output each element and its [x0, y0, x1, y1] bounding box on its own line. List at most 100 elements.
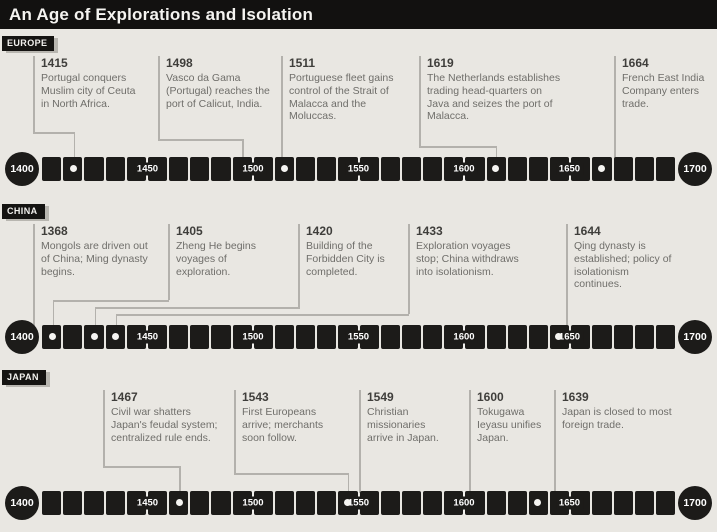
timeline-segment: [211, 157, 231, 181]
event-year: 1433: [416, 224, 443, 238]
start-year-circle: 1400: [5, 320, 39, 354]
event-year: 1467: [111, 390, 138, 404]
connector-line: [52, 300, 170, 302]
timeline-segment: [169, 325, 189, 349]
event-1639: 1639 Japan is closed to most foreign trad…: [554, 390, 682, 432]
event-1498: 1498 Vasco da Gama (Portugal) reaches the…: [158, 56, 270, 110]
event-dot-1415: [70, 165, 78, 172]
event-year: 1549: [367, 390, 394, 404]
timeline-segment: [274, 325, 295, 349]
event-1467: 1467 Civil war shatters Japan's feudal sy…: [103, 390, 221, 444]
event-text: Exploration voyages stop; China withdraw…: [416, 240, 519, 278]
connector-line: [94, 307, 97, 327]
event-1543: 1543 First Europeans arrive; merchants so…: [234, 390, 342, 444]
timeline-section-europe: EUROPE 1415 Portugal conquers Muslim city …: [0, 36, 717, 188]
end-year-circle: 1700: [678, 486, 712, 520]
event-1619: 1619 The Netherlands establishes trading …: [419, 56, 565, 123]
timeline-segment: [423, 325, 443, 349]
event-year: 1511: [289, 56, 316, 70]
event-1600: 1600 Tokugawa Ieyasu unifies Japan.: [469, 390, 554, 444]
event-dot-1420: [91, 333, 99, 340]
timeline-section-china: CHINA 1368 Mongols are driven out of China…: [0, 204, 717, 356]
connector-line: [103, 390, 105, 466]
timeline-segment: [634, 325, 654, 349]
timeline-segment: [401, 491, 422, 515]
connector-line: [614, 56, 616, 159]
event-year: 1368: [41, 224, 68, 238]
timeline-segment: [423, 491, 443, 515]
timeline-segment: [507, 325, 527, 349]
tick-label-1500: 1500: [239, 162, 267, 176]
connector-line: [281, 56, 283, 159]
tick-label-1450: 1450: [133, 162, 162, 176]
event-year: 1543: [242, 390, 269, 404]
event-text: Vasco da Gama (Portugal) reaches the por…: [166, 72, 270, 110]
timeline-segment: [401, 325, 422, 349]
event-dot-1467: [175, 499, 183, 506]
tick-label-1450: 1450: [133, 496, 162, 510]
connector-line: [469, 390, 471, 493]
timeline-segment: [63, 325, 83, 349]
section-label-china: CHINA: [2, 204, 45, 219]
timeline-bar-japan: 1400 1700 1450 1500 1550 1600 1650: [0, 486, 717, 520]
event-dot-1405: [49, 333, 57, 340]
event-1664: 1664 French East India Company enters tra…: [614, 56, 716, 110]
timeline-segment: [592, 325, 612, 349]
timeline-segment: [423, 157, 443, 181]
event-1420: 1420 Building of the Forbidden City is co…: [298, 224, 398, 278]
event-text: French East India Company enters trade.: [622, 72, 705, 110]
event-text: Building of the Forbidden City is comple…: [306, 240, 385, 278]
timeline-segment: [84, 157, 104, 181]
section-label-europe: EUROPE: [2, 36, 55, 51]
tick-label-1600: 1600: [450, 496, 478, 510]
timeline-segment: [63, 491, 83, 515]
timeline-segment: [190, 325, 210, 349]
timeline-segment: [613, 325, 633, 349]
connector-line: [33, 224, 35, 327]
event-dot-1511: [281, 165, 289, 172]
start-year-circle: 1400: [5, 152, 39, 186]
event-1644: 1644 Qing dynasty is established; policy …: [566, 224, 678, 291]
page-title: An Age of Explorations and Isolation: [9, 4, 314, 24]
event-year: 1639: [562, 390, 589, 404]
connector-line: [242, 139, 244, 159]
section-label-japan: JAPAN: [2, 370, 46, 385]
segments-track: [42, 157, 676, 181]
event-text: First Europeans arrive; merchants soon f…: [242, 406, 324, 444]
event-year: 1664: [622, 56, 649, 70]
connector-line: [495, 146, 498, 159]
event-year: 1420: [306, 224, 333, 238]
tick-label-1450: 1450: [133, 330, 162, 344]
event-year: 1415: [41, 56, 68, 70]
timeline-section-japan: JAPAN 1467 Civil war shatters Japan's feud…: [0, 370, 717, 522]
event-year: 1644: [574, 224, 601, 238]
timeline-segment: [507, 491, 527, 515]
connector-line: [33, 132, 76, 134]
event-1433: 1433 Exploration voyages stop; China with…: [408, 224, 526, 278]
event-year: 1600: [477, 390, 504, 404]
connector-line: [179, 466, 181, 493]
timeline-segment: [528, 325, 549, 349]
timeline-segment: [42, 157, 62, 181]
tick-label-1550: 1550: [344, 330, 373, 344]
event-text: Tokugawa Ieyasu unifies Japan.: [477, 406, 542, 444]
event-dot-1644: [555, 333, 563, 340]
timeline-segment: [486, 491, 506, 515]
timeline-segment: [42, 491, 62, 515]
event-year: 1498: [166, 56, 193, 70]
timeline-bar-europe: 1400 1700 1450 1500 1550 1600 1650: [0, 152, 717, 186]
timeline-segment: [190, 491, 210, 515]
connector-line: [234, 473, 350, 475]
event-text: Civil war shatters Japan's feudal system…: [111, 406, 218, 444]
title-bar: An Age of Explorations and Isolation: [0, 0, 717, 29]
event-1511: 1511 Portuguese fleet gains control of th…: [281, 56, 399, 123]
connector-line: [234, 390, 236, 473]
event-1415: 1415 Portugal conquers Muslim city of Ceu…: [33, 56, 143, 110]
connector-line: [158, 139, 244, 141]
timeline-segment: [380, 491, 400, 515]
event-text: Portugal conquers Muslim city of Ceuta i…: [41, 72, 136, 110]
timeline-segment: [634, 491, 654, 515]
timeline-segment: [613, 491, 633, 515]
tick-label-1600: 1600: [450, 330, 478, 344]
